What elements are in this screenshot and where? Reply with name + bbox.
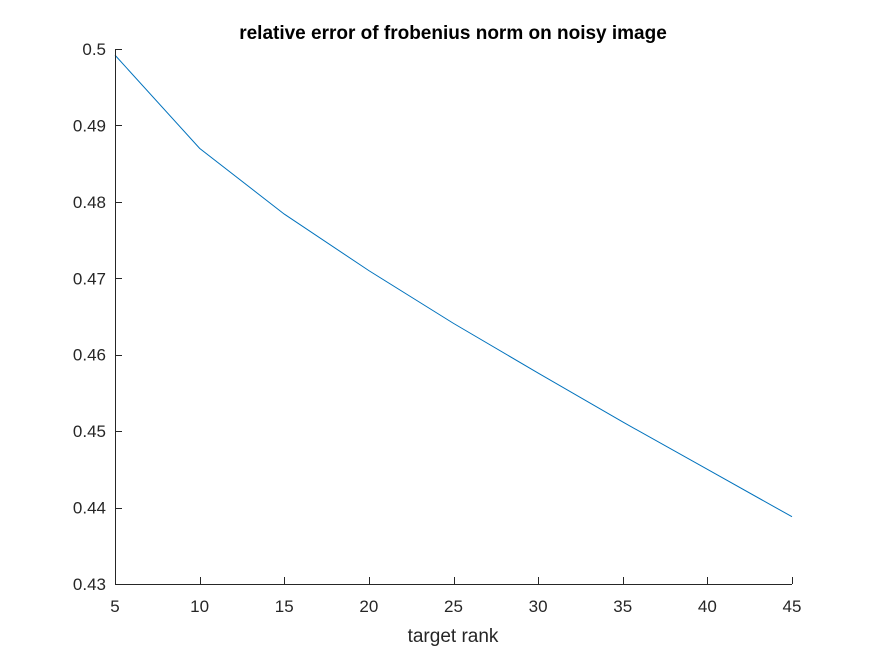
x-tick-label: 25 — [444, 597, 463, 616]
y-tick-label: 0.45 — [73, 422, 106, 441]
x-tick-label: 15 — [275, 597, 294, 616]
x-tick-label: 35 — [613, 597, 632, 616]
y-tick-label: 0.5 — [82, 40, 106, 59]
y-tick-label: 0.47 — [73, 269, 106, 288]
plot-lines — [114, 54, 793, 518]
tick-group: 5 10 15 20 25 30 35 40 45 0.43 0.44 0.45 0.46 0.47 0.4… — [73, 40, 802, 616]
x-tick-label: 20 — [359, 597, 378, 616]
y-tick-label: 0.48 — [73, 193, 106, 212]
x-axis-title: target rank — [408, 626, 499, 647]
y-tick-label: 0.46 — [73, 346, 106, 365]
x-tick-label: 45 — [783, 597, 802, 616]
series-line — [114, 54, 793, 518]
y-tick-label: 0.44 — [73, 499, 106, 518]
y-tick-label: 0.49 — [73, 116, 106, 135]
x-tick-label: 10 — [190, 597, 209, 616]
chart-title: relative error of frobenius norm on nois… — [239, 23, 667, 44]
x-tick-label: 5 — [110, 597, 119, 616]
x-tick-label: 30 — [529, 597, 548, 616]
y-tick-label: 0.43 — [73, 575, 106, 594]
x-tick-label: 40 — [698, 597, 717, 616]
